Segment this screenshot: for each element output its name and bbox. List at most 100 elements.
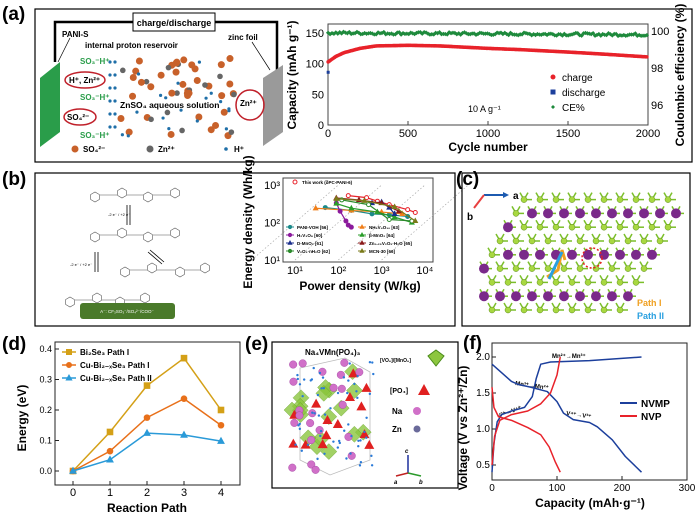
redox-label: -2 e⁻ / +2 e⁻ xyxy=(70,262,92,267)
benzene-ring xyxy=(120,266,130,278)
metal-atom xyxy=(519,249,529,260)
data-point xyxy=(312,204,319,211)
y2-tick-label: 98 xyxy=(651,63,663,75)
proton-particle xyxy=(161,116,165,120)
selenium-atom xyxy=(520,306,528,314)
oxygen-atom xyxy=(349,452,352,455)
y-tick-label: 1.5 xyxy=(476,388,490,399)
oxygen-atom xyxy=(311,411,314,414)
benzene-ring xyxy=(117,187,127,199)
legend-label: This work (δPC-PANI-6) xyxy=(302,180,353,185)
anion-box xyxy=(80,303,175,319)
ce-point xyxy=(613,31,619,37)
ce-point xyxy=(558,32,563,37)
proton-particle xyxy=(113,60,117,64)
x-tick-label: 1500 xyxy=(556,128,580,140)
legend-marker xyxy=(550,89,556,95)
oxygen-atom xyxy=(348,362,351,365)
oxygen-atom xyxy=(297,424,300,427)
oxygen-atom xyxy=(302,378,306,381)
y-tick-label: 10¹ xyxy=(264,255,280,267)
axis-a-label: a xyxy=(513,191,519,202)
proton-particle xyxy=(135,110,139,114)
metal-atom xyxy=(503,222,513,233)
legend-label: NVP xyxy=(641,412,662,423)
oxygen-atom xyxy=(337,439,341,443)
data-point xyxy=(364,195,370,201)
metal-atom xyxy=(559,291,569,302)
selenium-atom xyxy=(488,251,496,259)
ce-point xyxy=(589,31,594,37)
metal-atom xyxy=(615,249,625,260)
benzene-ring xyxy=(147,262,157,274)
ion-particle xyxy=(129,74,137,82)
data-point xyxy=(345,193,351,199)
ion-particle xyxy=(148,116,154,123)
na-atom xyxy=(315,426,324,435)
benzene-ring xyxy=(175,266,185,278)
selenium-atom xyxy=(584,223,592,231)
oxygen-atom xyxy=(319,434,322,438)
ce-point xyxy=(341,29,346,35)
na-atom xyxy=(337,384,346,393)
ion-particle xyxy=(137,78,145,86)
legend-label: NVMP xyxy=(641,399,670,410)
ce-point xyxy=(385,31,390,36)
ion-particle xyxy=(168,89,176,97)
legend-marker xyxy=(287,248,293,254)
panel-label-e: (e) xyxy=(245,334,268,355)
y-axis-label: Voltage (V vs Zn²⁺/Zn) xyxy=(456,366,470,491)
oxygen-atom xyxy=(323,452,326,456)
x-tick-label: 2000 xyxy=(636,128,660,140)
data-point xyxy=(143,414,151,421)
zn-legend: Zn xyxy=(392,425,402,434)
chart-d-energy-paths: Reaction Path Energy (eV) 0 1 2 3 4 0.0 0.1 0.2… xyxy=(15,341,241,515)
y-tick-label: 0.5 xyxy=(476,460,490,471)
selenium-atom xyxy=(624,237,632,245)
metal-atom xyxy=(599,249,609,260)
ion-particle xyxy=(202,82,208,88)
oxygen-atom xyxy=(298,427,302,431)
legend-h: H⁺ xyxy=(234,145,244,154)
selenium-atom xyxy=(552,223,560,231)
legend-label: discharge xyxy=(562,88,606,99)
octahedra-legend-icon xyxy=(427,349,445,367)
y-tick-label: 0.2 xyxy=(39,405,52,415)
path-2-arrow xyxy=(547,251,564,280)
selenium-atom xyxy=(640,265,648,272)
circuit-label: charge/discharge xyxy=(137,18,212,28)
ion-particle xyxy=(231,91,237,98)
x-tick-label: 1 xyxy=(107,487,113,499)
octahedron xyxy=(315,385,333,402)
selenium-atom xyxy=(616,196,624,203)
data-point xyxy=(391,203,398,210)
series-line xyxy=(341,199,412,222)
ion-particle xyxy=(207,126,215,134)
metal-atom xyxy=(623,208,633,219)
selenium-atom xyxy=(536,223,544,231)
oxygen-atom xyxy=(332,440,335,443)
selenium-atom xyxy=(584,279,592,286)
selenium-atom xyxy=(496,237,504,245)
path-2-label: Path II xyxy=(637,311,664,321)
y-tick-label: 100 xyxy=(306,59,324,71)
ce-point xyxy=(333,30,339,35)
na-atom xyxy=(307,436,316,445)
selenium-atom xyxy=(632,279,640,286)
proton-particle xyxy=(120,133,124,137)
oxygen-atom xyxy=(356,374,359,378)
x-axis-label: Power density (W/kg) xyxy=(299,279,420,293)
data-point xyxy=(106,455,114,463)
selenium-atom xyxy=(576,237,584,245)
oxygen-atom xyxy=(338,441,341,445)
data-point xyxy=(348,224,354,230)
ion-particle xyxy=(220,108,228,116)
data-point xyxy=(180,430,188,438)
legend-marker xyxy=(551,105,555,109)
metal-atom xyxy=(503,249,513,260)
selenium-atom xyxy=(512,237,520,245)
panel-label-a: (a) xyxy=(2,4,25,25)
proton-particle xyxy=(204,96,208,100)
legend-label: Cu-Bi₂₋ₓSe₃ Path I xyxy=(80,361,150,370)
ce-point xyxy=(579,33,584,38)
